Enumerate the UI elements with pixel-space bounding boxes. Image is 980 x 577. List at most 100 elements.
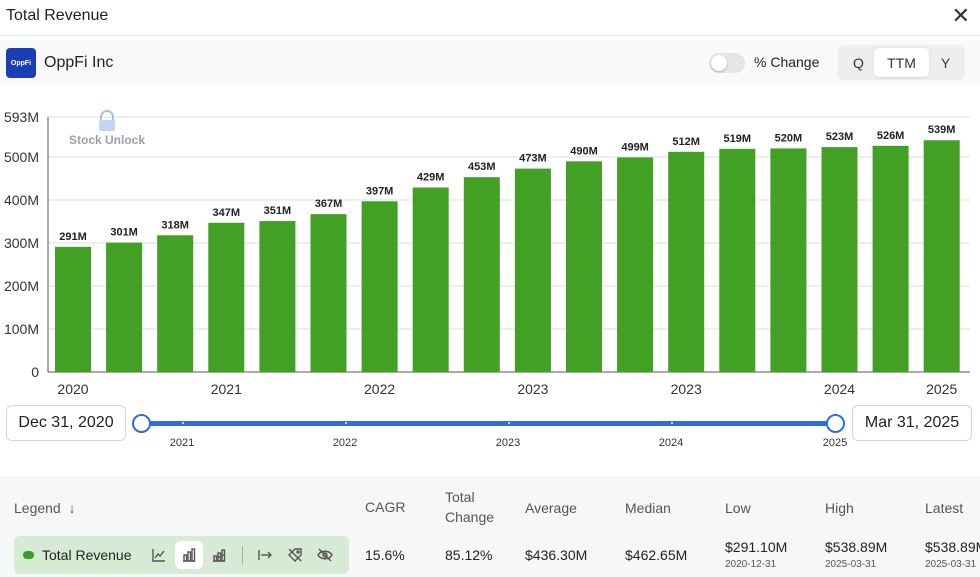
- high-header: High: [825, 500, 854, 516]
- range-slider-track[interactable]: [142, 421, 836, 426]
- bar: [872, 145, 909, 372]
- data-label: 367M: [315, 198, 343, 210]
- slider-tick-label: 2022: [332, 437, 358, 449]
- data-label: 526M: [877, 130, 905, 142]
- watermark-text: Stock Unlock: [69, 133, 145, 147]
- bar: [157, 235, 194, 372]
- period-q-button[interactable]: Q: [853, 54, 864, 71]
- slider-tick-label: 2025: [822, 437, 848, 449]
- y-tick-label: 100M: [4, 321, 39, 337]
- y-tick-label: 500M: [4, 149, 39, 165]
- slider-dot: [671, 422, 673, 424]
- bar: [566, 161, 602, 372]
- low-date: 2020-12-31: [725, 559, 777, 570]
- latest-header: Latest: [925, 500, 964, 516]
- move-axis-icon[interactable]: [251, 541, 279, 569]
- icon-divider: [242, 546, 243, 564]
- company-name: OppFi Inc: [44, 54, 114, 71]
- data-label: 512M: [672, 136, 700, 148]
- watermark-lock-icon: [99, 110, 115, 131]
- toggle-knob: [711, 55, 727, 71]
- low-header: Low: [725, 500, 751, 516]
- bar: [208, 222, 245, 372]
- slider-tick-label: 2021: [169, 437, 195, 449]
- dialog-title: Total Revenue: [6, 7, 109, 24]
- stacked-bar-icon[interactable]: [205, 541, 233, 569]
- legend-item-total-revenue[interactable]: Total Revenue: [14, 536, 349, 574]
- pct-change-toggle[interactable]: [709, 53, 745, 73]
- y-tick-label: 0: [31, 364, 39, 380]
- pct-change-label: % Change: [754, 54, 820, 70]
- bar: [770, 148, 807, 372]
- dialog-header: Total Revenue ✕: [0, 0, 980, 36]
- high-date: 2025-03-31: [825, 559, 877, 570]
- data-label: 539M: [928, 124, 956, 136]
- slider-dot: [345, 422, 347, 424]
- data-label: 318M: [161, 219, 189, 231]
- hide-series-icon[interactable]: [311, 541, 339, 569]
- range-start-date[interactable]: Dec 31, 2020: [6, 405, 126, 441]
- bar: [55, 246, 91, 372]
- bar: [106, 242, 143, 372]
- low-value: $291.10M: [725, 539, 788, 555]
- slider-dot: [182, 422, 184, 424]
- period-selector: Q TTM Y: [838, 45, 965, 80]
- cagr-value: 15.6%: [365, 547, 405, 563]
- bar-chart-icon[interactable]: [175, 541, 203, 569]
- y-tick-label: 300M: [4, 235, 39, 251]
- legend-series-name: Total Revenue: [42, 547, 132, 563]
- line-chart-icon[interactable]: [145, 541, 173, 569]
- data-label: 453M: [468, 161, 496, 173]
- bar: [463, 177, 500, 372]
- high-value: $538.89M: [825, 539, 888, 555]
- data-label: 291M: [59, 231, 87, 243]
- y-tick-label: 593M: [4, 109, 39, 125]
- data-label: 519M: [724, 133, 752, 145]
- latest-value: $538.89M: [925, 539, 980, 555]
- data-label: 397M: [366, 185, 394, 197]
- bar: [514, 168, 551, 372]
- hide-labels-icon[interactable]: [281, 541, 309, 569]
- company-logo: OppFi: [6, 48, 36, 78]
- bar: [821, 147, 858, 372]
- average-value: $436.30M: [525, 547, 588, 563]
- bar: [668, 151, 705, 372]
- sort-arrow-icon: ↓: [68, 500, 76, 516]
- total-change-header: Total Change: [445, 489, 495, 525]
- data-label: 523M: [826, 131, 854, 143]
- data-label: 301M: [110, 227, 138, 239]
- revenue-chart: 0 100M 200M 300M 400M 500M 593M 291M 301M 318M 347…: [4, 109, 970, 397]
- summary-table: Legend ↓ CAGR Total Change Average Media…: [0, 476, 980, 577]
- period-ttm-button[interactable]: TTM: [874, 48, 929, 77]
- y-tick-label: 400M: [4, 192, 39, 208]
- median-value: $462.65M: [625, 547, 688, 563]
- latest-date: 2025-03-31: [925, 559, 977, 570]
- median-header: Median: [625, 500, 671, 516]
- x-tick-label: 2021: [211, 381, 242, 397]
- close-icon[interactable]: ✕: [951, 3, 970, 28]
- data-label: 473M: [519, 153, 547, 165]
- data-label: 490M: [570, 145, 598, 157]
- total-change-value: 85.12%: [445, 547, 493, 563]
- x-tick-label: 2024: [824, 381, 855, 397]
- bar: [617, 157, 654, 372]
- slider-tick-label: 2023: [495, 437, 521, 449]
- bar: [310, 214, 347, 372]
- x-tick-label: 2025: [926, 381, 957, 397]
- range-end-handle[interactable]: [826, 414, 845, 433]
- period-y-button[interactable]: Y: [940, 54, 951, 71]
- slider-tick-label: 2024: [658, 437, 684, 449]
- cagr-header: CAGR: [365, 499, 406, 515]
- range-start-handle[interactable]: [132, 414, 151, 433]
- legend-header-label: Legend: [14, 500, 61, 516]
- x-tick-label: 2023: [517, 381, 548, 397]
- range-end-date[interactable]: Mar 31, 2025: [852, 405, 972, 441]
- bar: [361, 201, 398, 372]
- bar: [923, 140, 960, 372]
- data-label: 520M: [775, 132, 803, 144]
- legend-header[interactable]: Legend ↓: [14, 498, 76, 518]
- x-tick-label: 2023: [671, 381, 702, 397]
- average-header: Average: [525, 500, 577, 516]
- company-bar: OppFi OppFi Inc % Change Q TTM Y: [0, 40, 980, 84]
- bar: [259, 221, 296, 372]
